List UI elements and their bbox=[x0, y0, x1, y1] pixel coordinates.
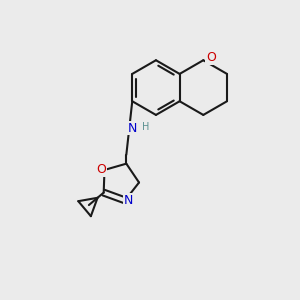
Text: N: N bbox=[123, 194, 133, 207]
Text: O: O bbox=[206, 51, 216, 64]
Text: H: H bbox=[142, 122, 149, 131]
Text: O: O bbox=[97, 164, 106, 176]
Text: N: N bbox=[128, 122, 137, 134]
